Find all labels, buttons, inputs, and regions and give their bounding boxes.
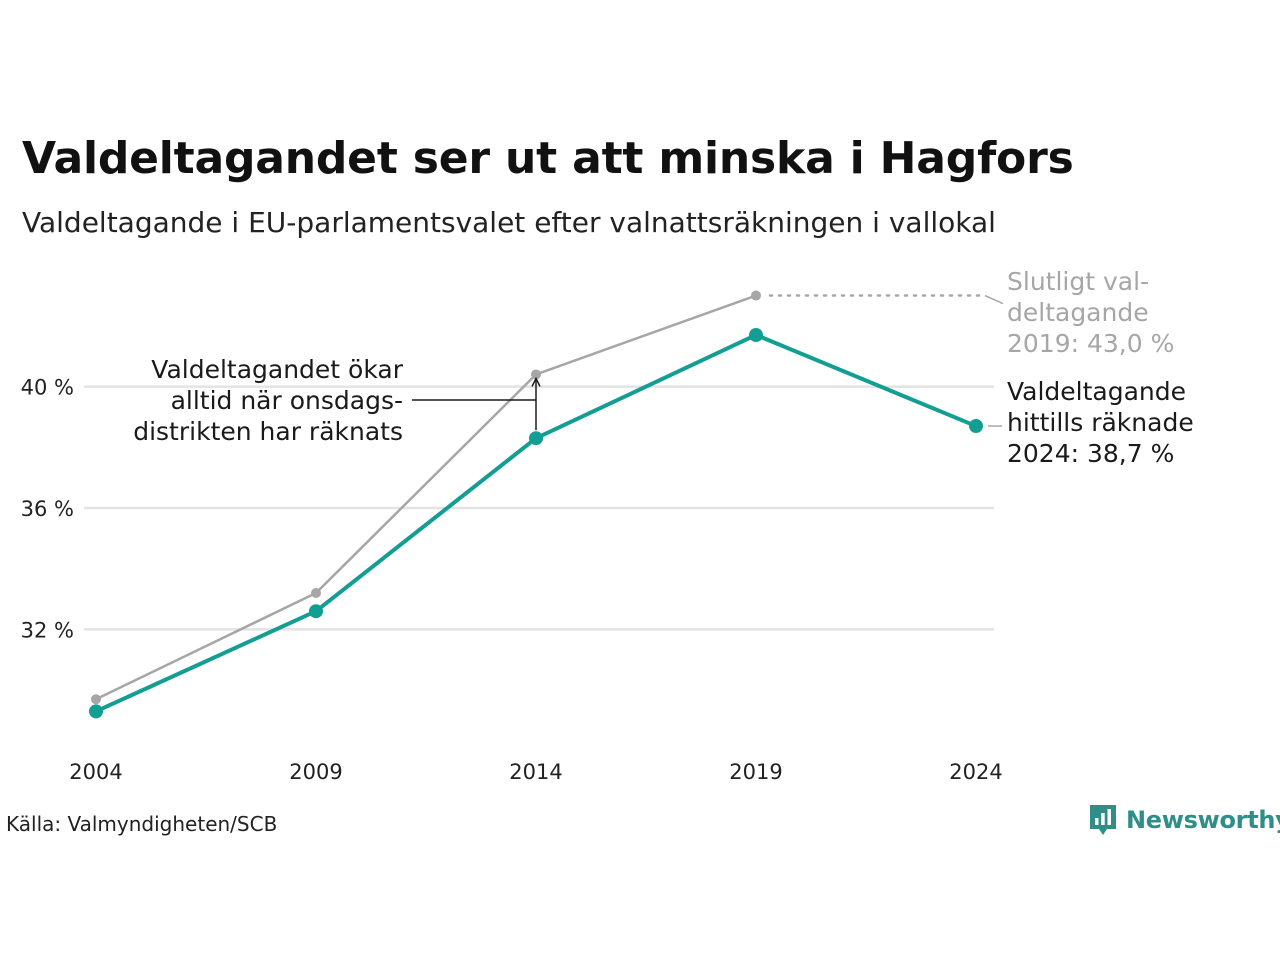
annotation-connectors <box>412 294 1004 431</box>
data-point <box>311 587 321 598</box>
annotation-current-2024: Valdeltagande hittills räknade 2024: 38,… <box>1007 376 1194 469</box>
data-point <box>969 419 983 434</box>
increase-arrow-head <box>531 376 541 387</box>
brand-logo[interactable]: Newsworthy <box>1088 803 1280 837</box>
y-tick-label: 40 % <box>21 376 74 400</box>
newsworthy-logo-icon <box>1090 805 1116 835</box>
final-2019-leader <box>984 294 1004 305</box>
annotation-line: Valdeltagandet ökar <box>151 355 403 384</box>
y-axis-ticks: 32 % 36 % 40 % <box>21 376 74 643</box>
grid-lines <box>84 385 994 631</box>
annotation-line: hittills räknade <box>1007 408 1194 437</box>
y-tick-label: 36 % <box>21 497 74 521</box>
data-point <box>531 369 541 380</box>
annotation-line: distrikten har räknats <box>133 417 403 446</box>
data-point <box>529 431 543 446</box>
annotation-wednesday: Valdeltagandet ökar alltid när onsdags- … <box>133 354 403 447</box>
series-line <box>95 294 757 701</box>
series-group <box>89 290 983 719</box>
chart-title: Valdeltagandet ser ut att minska i Hagfo… <box>22 133 1074 184</box>
annotation-line: 2024: 38,7 % <box>1007 439 1175 468</box>
x-tick-label: 2014 <box>509 760 562 784</box>
x-tick-label: 2004 <box>69 760 122 784</box>
annotation-final-2019: Slutligt val- deltagande 2019: 43,0 % <box>1007 266 1174 359</box>
data-point <box>309 604 323 619</box>
annotation-line: Valdeltagande <box>1007 377 1187 406</box>
data-point <box>89 704 103 719</box>
annotation-line: alltid när onsdags- <box>170 386 403 415</box>
data-point <box>91 694 101 705</box>
annotation-line: deltagande <box>1007 298 1149 327</box>
x-axis-ticks: 2004 2009 2014 2019 2024 <box>69 760 1002 784</box>
annotation-line: Slutligt val- <box>1007 267 1150 296</box>
annotation-line: 2019: 43,0 % <box>1007 329 1175 358</box>
x-tick-label: 2024 <box>949 760 1002 784</box>
data-point <box>749 327 763 342</box>
x-tick-label: 2009 <box>289 760 342 784</box>
chart-subtitle: Valdeltagande i EU-parlamentsvalet efter… <box>22 206 996 239</box>
data-point <box>751 290 761 301</box>
source-note: Källa: Valmyndigheten/SCB <box>6 812 278 836</box>
logo-text: Newsworthy <box>1126 806 1280 834</box>
y-tick-label: 32 % <box>21 618 74 642</box>
x-tick-label: 2019 <box>729 760 782 784</box>
